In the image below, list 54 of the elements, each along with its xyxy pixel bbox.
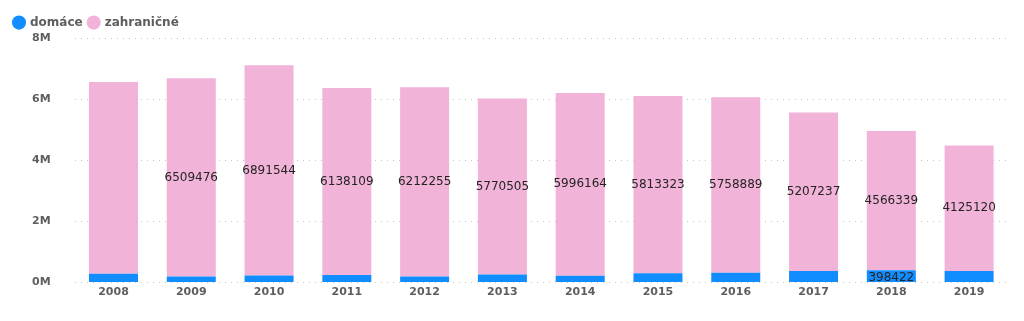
- data-label: 398422: [868, 270, 915, 285]
- bar: [166, 78, 216, 277]
- bar: [555, 275, 605, 282]
- x-tick-label: 2011: [331, 284, 363, 298]
- x-tick-label: 2008: [98, 284, 129, 298]
- x-tick-label: 2014: [564, 284, 596, 298]
- bar: [789, 271, 839, 282]
- data-label: 4125120: [942, 200, 996, 215]
- bar: [633, 96, 683, 274]
- bar: [866, 131, 916, 271]
- data-label: 4566339: [864, 192, 919, 207]
- bar: [244, 275, 294, 282]
- legend-label: zahraničné: [104, 14, 179, 29]
- bar: [711, 97, 761, 273]
- bar: [322, 88, 372, 276]
- data-label: 5813323: [631, 176, 685, 191]
- bar: [711, 272, 761, 282]
- x-tick-label: 2019: [953, 284, 985, 298]
- bar: [633, 273, 683, 282]
- x-tick-label: 2012: [409, 284, 440, 298]
- data-label: 6891544: [242, 162, 296, 177]
- bar: [88, 273, 138, 282]
- x-tick-label: 2010: [253, 284, 285, 298]
- bar: [166, 276, 216, 282]
- bar: [477, 274, 527, 282]
- y-tick-label: 8M: [31, 31, 51, 45]
- x-tick-label: 2017: [798, 284, 829, 298]
- bar: [244, 65, 294, 276]
- legend-label: domáce: [30, 14, 83, 29]
- data-label: 6138109: [320, 173, 374, 188]
- bar: [555, 92, 605, 276]
- bar: [944, 271, 994, 282]
- x-tick-label: 2016: [720, 284, 752, 298]
- data-label: 5770505: [475, 178, 530, 193]
- bar: [88, 81, 138, 274]
- bar: [400, 276, 450, 282]
- data-label: 5207237: [786, 183, 841, 198]
- y-tick-label: 0M: [31, 275, 51, 289]
- x-tick-label: 2015: [642, 284, 674, 298]
- bar: [400, 87, 450, 277]
- y-tick-label: 4M: [31, 153, 51, 167]
- bar: [477, 98, 527, 275]
- bar: [789, 112, 839, 272]
- bar: [322, 275, 372, 282]
- x-tick-label: 2018: [876, 284, 907, 298]
- data-label: 6509476: [164, 169, 218, 184]
- bar: [944, 145, 994, 272]
- data-label: 5996164: [553, 176, 607, 191]
- data-label: 6212255: [397, 174, 452, 189]
- y-tick-label: 2M: [31, 214, 51, 228]
- x-tick-label: 2009: [175, 284, 207, 298]
- data-label: 5758889: [709, 177, 763, 192]
- y-tick-label: 6M: [31, 92, 51, 106]
- x-tick-label: 2013: [487, 284, 518, 298]
